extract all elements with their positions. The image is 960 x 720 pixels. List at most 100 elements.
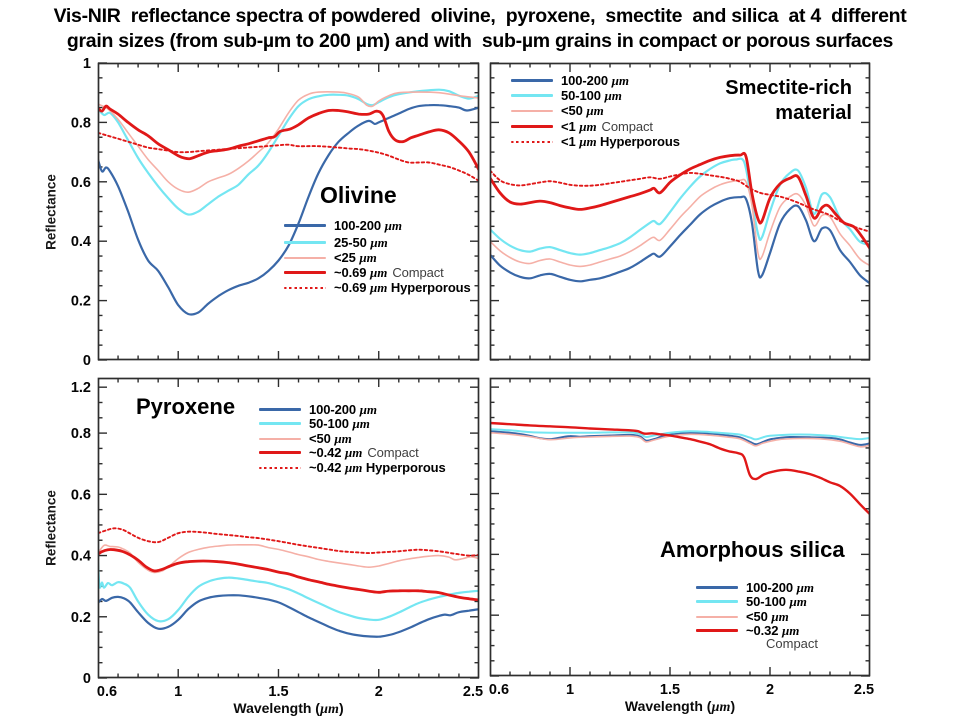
olivine-legend-label-1: 25-50 µm [334, 234, 388, 250]
olivine-plot-border [97, 62, 480, 361]
smectite-legend-label-2: <50 µm [561, 102, 604, 118]
silica-xtick-2: 2 [766, 682, 774, 698]
smectite-legend-label-3: <1 µm Compact [561, 118, 653, 134]
silica-series-2 [490, 431, 870, 448]
olivine-legend-swatch-3 [284, 271, 326, 274]
pyroxene-xtick-2: 2 [375, 684, 383, 700]
silica-legend-swatch-0 [696, 586, 738, 589]
pyroxene-ytick-0: 0 [83, 671, 91, 687]
olivine-legend-label-4: ~0.69 µm Hyperporous [334, 279, 471, 295]
silica-legend-label-1: 50-100 µm [746, 593, 807, 609]
pyroxene-series-3 [98, 548, 479, 602]
silica-xtick-1.5: 1.5 [660, 682, 680, 698]
olivine-y-axis-label: Reflectance [43, 173, 59, 250]
olivine-legend-item-1: 25-50 µm [284, 235, 388, 250]
smectite-title: Smectite-rich material [725, 77, 852, 124]
olivine-legend-label-3: ~0.69 µm Compact [334, 264, 444, 280]
smectite-legend-swatch-0 [511, 79, 553, 82]
olivine-legend-label-2: <25 µm [334, 249, 377, 265]
pyroxene-legend-item-3: ~0.42 µm Compact [259, 445, 419, 460]
silica-legend-swatch-2 [696, 615, 738, 618]
olivine-ytick-0.4: 0.4 [71, 234, 91, 250]
olivine-series-4 [98, 131, 479, 182]
pyroxene-x-axis-label: Wavelength (µm) [233, 700, 344, 717]
olivine-legend-swatch-0 [284, 224, 326, 227]
silica-legend-item-3: ~0.32 µm [696, 623, 799, 638]
figure-title-line-1: Vis-NIR reflectance spectra of powdered … [53, 5, 907, 27]
silica-legend-label-2: <50 µm [746, 608, 789, 624]
silica-legend-item-0: 100-200 µm [696, 580, 814, 595]
smectite-legend-label-1: 50-100 µm [561, 87, 622, 103]
figure-title-line-2: grain sizes (from sub-µm to 200 µm) and … [66, 30, 894, 52]
olivine-series-1 [98, 88, 479, 216]
pyroxene-legend-label-4: ~0.42 µm Hyperporous [309, 459, 446, 475]
olivine-ytick-0.2: 0.2 [71, 294, 91, 310]
pyroxene-xtick-2.5: 2.5 [463, 684, 483, 700]
smectite-legend-item-1: 50-100 µm [511, 88, 622, 103]
pyroxene-legend-item-2: <50 µm [259, 431, 352, 446]
silica-legend-label-3: ~0.32 µm [746, 622, 800, 638]
pyroxene-xtick-0.6: 0.6 [97, 684, 117, 700]
olivine-ytick-0.8: 0.8 [71, 115, 91, 131]
silica-legend-item-1: 50-100 µm [696, 594, 807, 609]
olivine-legend-item-0: 100-200 µm [284, 218, 402, 233]
olivine-ytick-1: 1 [83, 56, 91, 72]
smectite-series-3 [490, 151, 870, 250]
olivine-ytick-0.6: 0.6 [71, 175, 91, 191]
olivine-panel: 1 0.8 0.6 0.4 0.2 0 [71, 56, 480, 369]
pyroxene-legend-label-1: 50-100 µm [309, 415, 370, 431]
smectite-legend-item-3: <1 µm Compact [511, 119, 653, 134]
silica-legend-item-2: <50 µm [696, 609, 789, 624]
silica-x-axis-label: Wavelength (µm) [624, 698, 736, 715]
smectite-legend-item-4: <1 µm Hyperporous [511, 134, 680, 149]
pyroxene-series-0 [98, 594, 479, 638]
smectite-legend-label-0: 100-200 µm [561, 72, 629, 88]
olivine-legend-item-2: <25 µm [284, 250, 377, 265]
pyroxene-legend-label-3: ~0.42 µm Compact [309, 444, 419, 460]
pyroxene-y-axis-label: Reflectance [43, 490, 59, 566]
pyroxene-legend-swatch-3 [259, 451, 301, 454]
smectite-legend-label-4: <1 µm Hyperporous [561, 133, 680, 149]
smectite-series-1 [490, 157, 870, 256]
silica-title: Amorphous silica [660, 537, 845, 562]
silica-panel: 0.6 1 1.5 2 2.5 [489, 377, 874, 698]
smectite-legend-swatch-4 [511, 140, 553, 143]
pyroxene-legend-label-0: 100-200 µm [309, 401, 377, 417]
olivine-legend-item-3: ~0.69 µm Compact [284, 265, 444, 280]
pyroxene-legend-swatch-2 [259, 437, 301, 440]
olivine-series-2 [98, 91, 479, 194]
silica-plot-border [489, 377, 871, 677]
pyroxene-xtick-1.5: 1.5 [268, 684, 288, 700]
olivine-legend-swatch-4 [284, 286, 326, 289]
silica-series-1 [490, 428, 870, 441]
pyroxene-legend-swatch-0 [259, 408, 301, 411]
pyroxene-ytick-0.4: 0.4 [71, 549, 91, 565]
silica-legend-note: Compact [766, 636, 819, 651]
olivine-series-3 [98, 104, 479, 172]
pyroxene-title: Pyroxene [136, 394, 236, 419]
pyroxene-plot-border [97, 377, 480, 679]
pyroxene-series-2 [98, 543, 479, 574]
silica-legend-swatch-3 [696, 629, 738, 632]
smectite-legend-swatch-2 [511, 109, 553, 112]
smectite-legend-item-0: 100-200 µm [511, 73, 629, 88]
pyroxene-legend-swatch-4 [259, 466, 301, 469]
olivine-legend-label-0: 100-200 µm [334, 217, 402, 233]
smectite-panel [489, 62, 871, 361]
pyroxene-legend-label-2: <50 µm [309, 430, 352, 446]
silica-xtick-2.5: 2.5 [854, 682, 874, 698]
olivine-legend-swatch-1 [284, 241, 326, 244]
olivine-title: Olivine [320, 182, 397, 208]
smectite-series-4 [490, 169, 870, 233]
silica-legend-swatch-1 [696, 600, 738, 603]
pyroxene-ytick-0.8: 0.8 [71, 426, 91, 442]
smectite-series-2 [490, 178, 870, 268]
pyroxene-ytick-0.2: 0.2 [71, 610, 91, 626]
pyroxene-legend-item-1: 50-100 µm [259, 416, 370, 431]
pyroxene-legend-item-0: 100-200 µm [259, 402, 377, 417]
olivine-series-0 [98, 103, 479, 316]
silica-legend-label-0: 100-200 µm [746, 579, 814, 595]
pyroxene-panel: 0.6 1 1.5 2 2.5 1.2 0.8 0.6 0.4 0.2 0 [71, 377, 483, 700]
